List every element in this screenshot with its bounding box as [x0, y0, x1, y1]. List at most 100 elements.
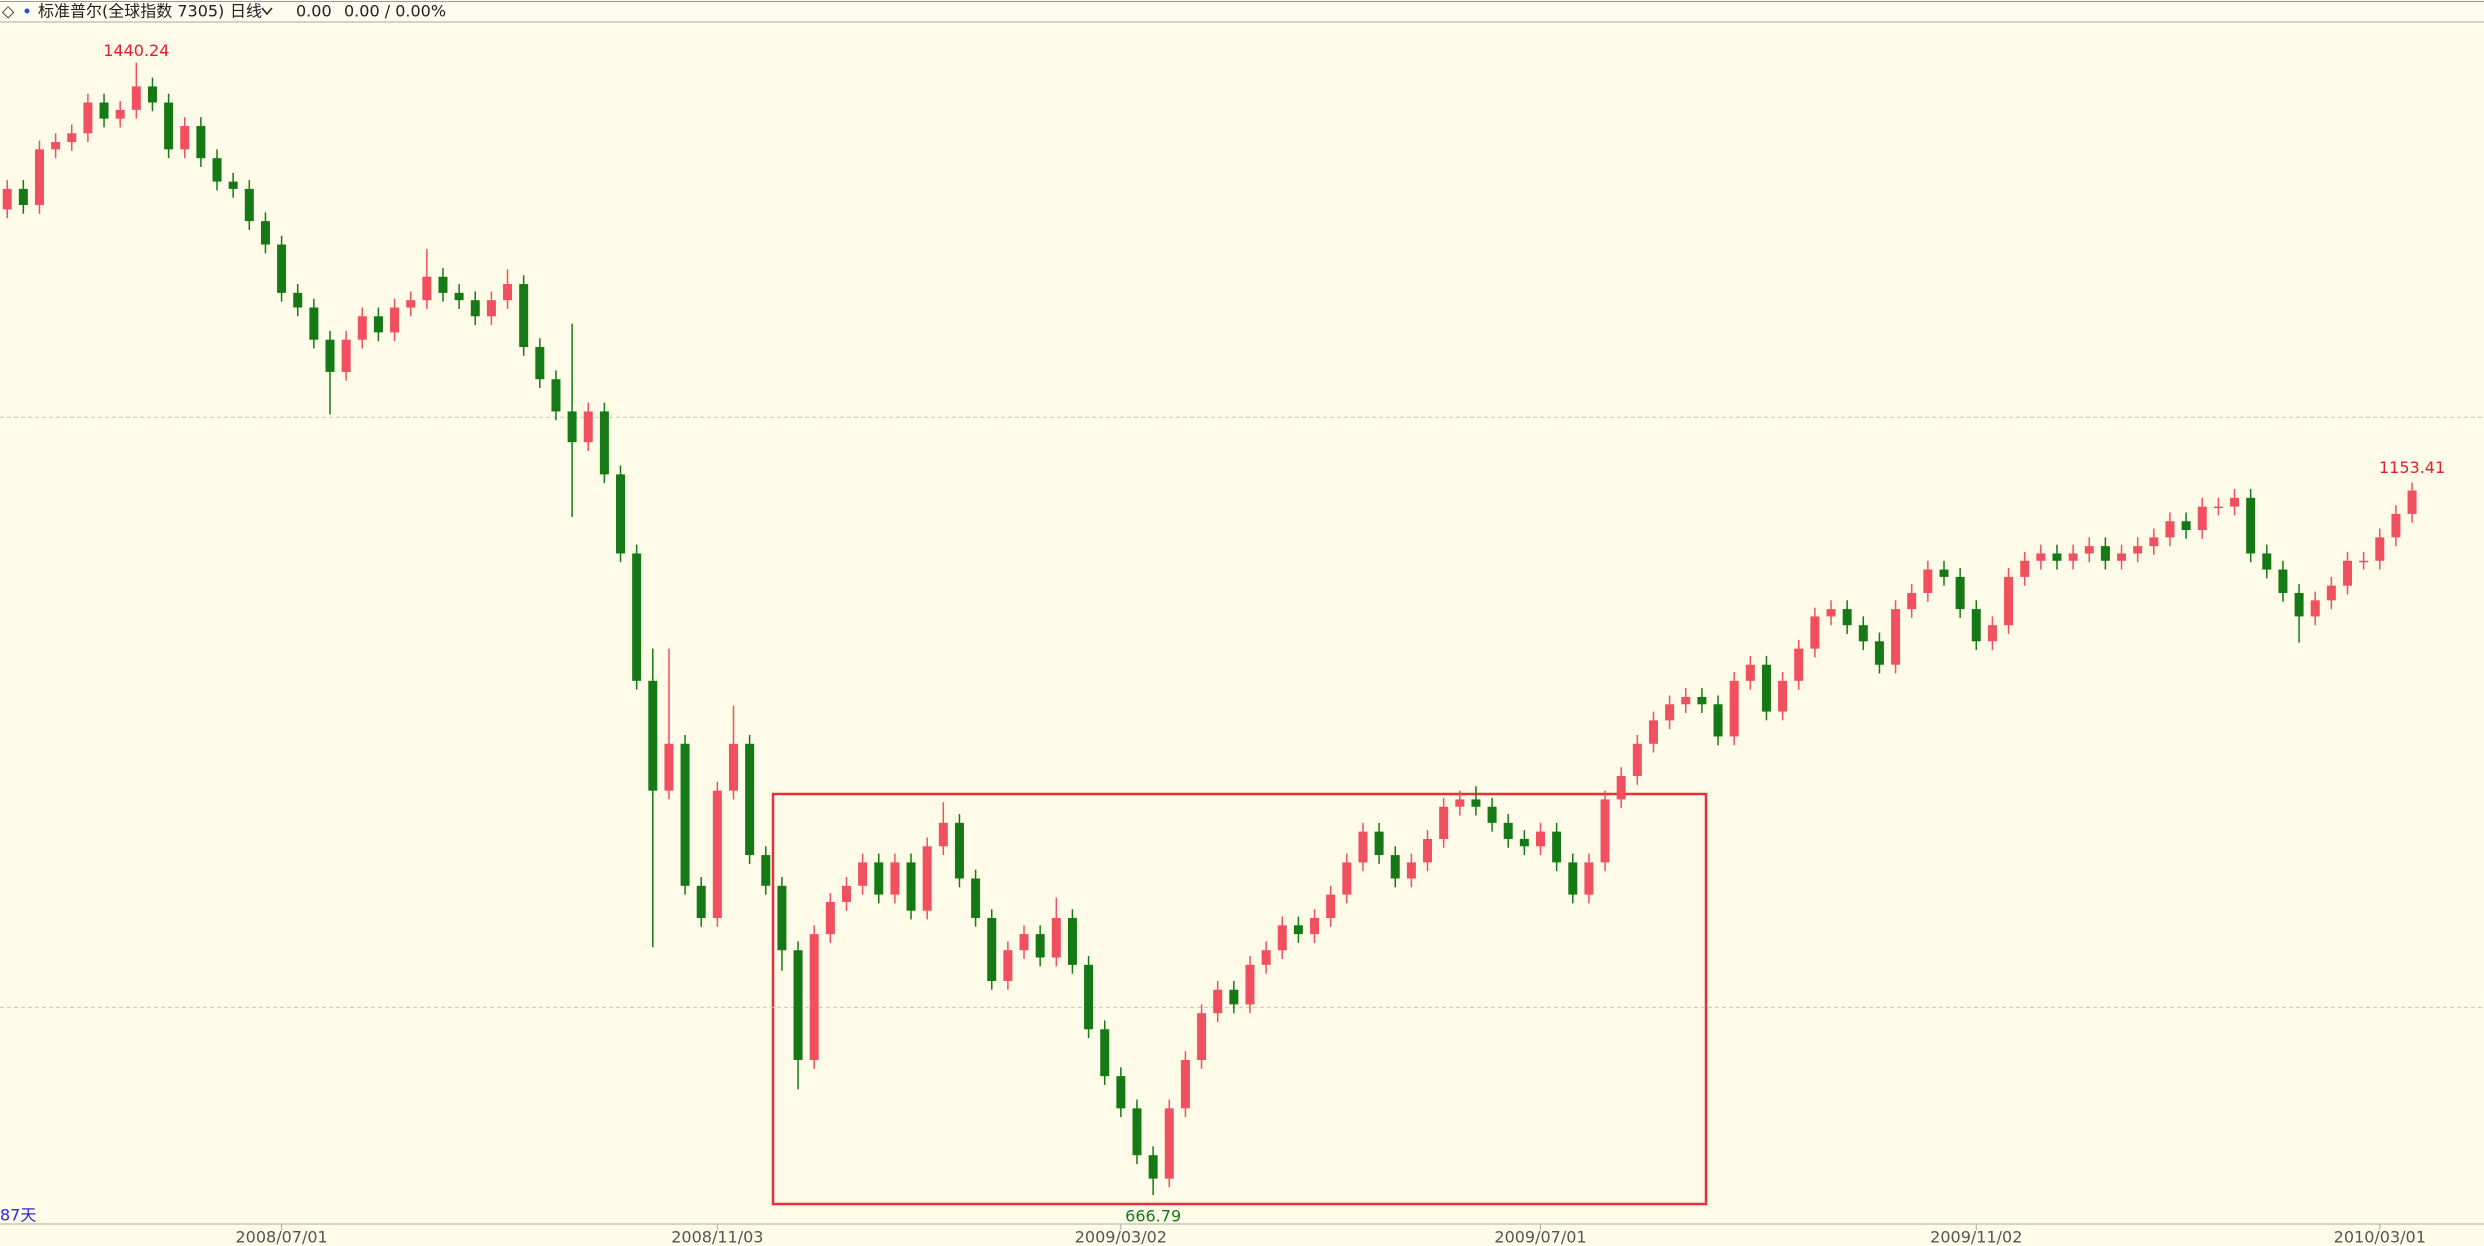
- x-tick-label: 2009/11/02: [1930, 1228, 2022, 1246]
- candle-body: [51, 142, 61, 150]
- candle-body: [567, 411, 577, 443]
- candle-body: [1164, 1108, 1174, 1179]
- candle-body: [34, 149, 44, 206]
- candle-body: [2068, 553, 2078, 561]
- candle-body: [874, 862, 884, 895]
- candle-body: [954, 822, 964, 879]
- candle-body: [1019, 934, 1029, 951]
- candle-body: [180, 125, 190, 150]
- period-selector[interactable]: 日线: [230, 2, 262, 21]
- candle-body: [761, 855, 771, 886]
- days-label: 87天: [0, 1206, 36, 1225]
- toolbar: [0, 0, 2484, 22]
- candle-body: [1713, 704, 1723, 737]
- candle-body: [244, 188, 254, 222]
- candle-body: [373, 316, 383, 333]
- x-tick-label: 2009/03/02: [1075, 1228, 1167, 1246]
- candle-body: [2326, 585, 2336, 601]
- candle-body: [1584, 862, 1594, 895]
- candle-body: [1390, 855, 1400, 879]
- candle-body: [1600, 799, 1610, 863]
- candle-body: [2310, 600, 2320, 617]
- candle-body: [293, 292, 303, 308]
- candle-body: [1697, 696, 1707, 705]
- candle-body: [1891, 609, 1901, 665]
- candle-body: [1487, 806, 1497, 823]
- candle-body: [2197, 506, 2207, 531]
- candle-body: [1842, 609, 1852, 626]
- candle-body: [1552, 831, 1562, 863]
- candle-body: [1907, 592, 1917, 610]
- candle-body: [1293, 925, 1303, 935]
- candle-body: [2, 188, 12, 210]
- candle-body: [1471, 799, 1481, 807]
- candle-body: [2004, 576, 2014, 626]
- candle-body: [2213, 506, 2223, 509]
- candle-body: [1519, 838, 1529, 847]
- candle-body: [1939, 569, 1949, 577]
- candle-body: [1035, 934, 1045, 958]
- candle-body: [2343, 560, 2352, 586]
- candle-body: [599, 411, 609, 475]
- candle-body: [1261, 950, 1271, 965]
- period-chevron[interactable]: [261, 7, 273, 16]
- candle-body: [1374, 831, 1384, 856]
- candle-body: [2181, 521, 2191, 531]
- candle-body: [147, 86, 157, 103]
- candle-body: [1326, 894, 1336, 919]
- candle-body: [519, 284, 529, 348]
- candle-body: [632, 553, 642, 681]
- candle-body: [1987, 625, 1997, 642]
- candle-body: [1213, 989, 1223, 1014]
- candle-body: [83, 102, 93, 134]
- candle-body: [664, 743, 674, 791]
- candle-body: [2230, 497, 2240, 507]
- candle-body: [196, 125, 206, 159]
- candle-body: [1923, 569, 1933, 593]
- candle-body: [971, 878, 981, 919]
- candle-body: [390, 307, 400, 333]
- candle-body: [341, 339, 351, 372]
- candle-body: [503, 284, 513, 301]
- candle-body: [906, 862, 916, 911]
- candle-body: [309, 307, 319, 340]
- candle-body: [793, 950, 803, 1061]
- candle-body: [1148, 1155, 1158, 1179]
- candle-body: [535, 347, 545, 380]
- candle-body: [1665, 704, 1675, 721]
- candle-body: [131, 86, 141, 110]
- candle-body: [164, 102, 174, 150]
- candle-body: [470, 300, 480, 317]
- candle-body: [1729, 680, 1739, 737]
- candle-body: [1874, 641, 1884, 665]
- candle-body: [1245, 964, 1255, 1005]
- candle-body: [2246, 497, 2256, 554]
- candle-body: [696, 885, 706, 919]
- candle-body: [1632, 743, 1642, 776]
- candle-body: [809, 934, 819, 1061]
- candle-body: [1955, 576, 1965, 610]
- menu-icon[interactable]: ◇: [2, 2, 15, 21]
- candle-body: [115, 109, 125, 119]
- candle-body: [583, 411, 593, 443]
- candle-body: [2407, 490, 2417, 514]
- candle-body: [1858, 625, 1868, 642]
- candle-body: [325, 339, 335, 372]
- candle-body: [1051, 918, 1061, 958]
- candle-body: [99, 102, 109, 119]
- max-label: 1440.24: [103, 41, 169, 60]
- instrument-name[interactable]: 标准普尔(全球指数 7305): [38, 2, 224, 21]
- candle-body: [680, 743, 690, 886]
- candle-body: [1423, 838, 1433, 863]
- candle-body: [1455, 799, 1465, 807]
- candle-body: [2391, 513, 2401, 538]
- candle-body: [1536, 831, 1545, 847]
- candle-body: [1229, 989, 1239, 1005]
- candle-body: [1180, 1060, 1190, 1109]
- candle-body: [2149, 537, 2159, 547]
- candle-body: [841, 885, 851, 902]
- candle-body: [1971, 609, 1981, 642]
- candle-body: [1439, 806, 1449, 839]
- candle-body: [2359, 560, 2369, 563]
- candle-body: [1568, 862, 1578, 895]
